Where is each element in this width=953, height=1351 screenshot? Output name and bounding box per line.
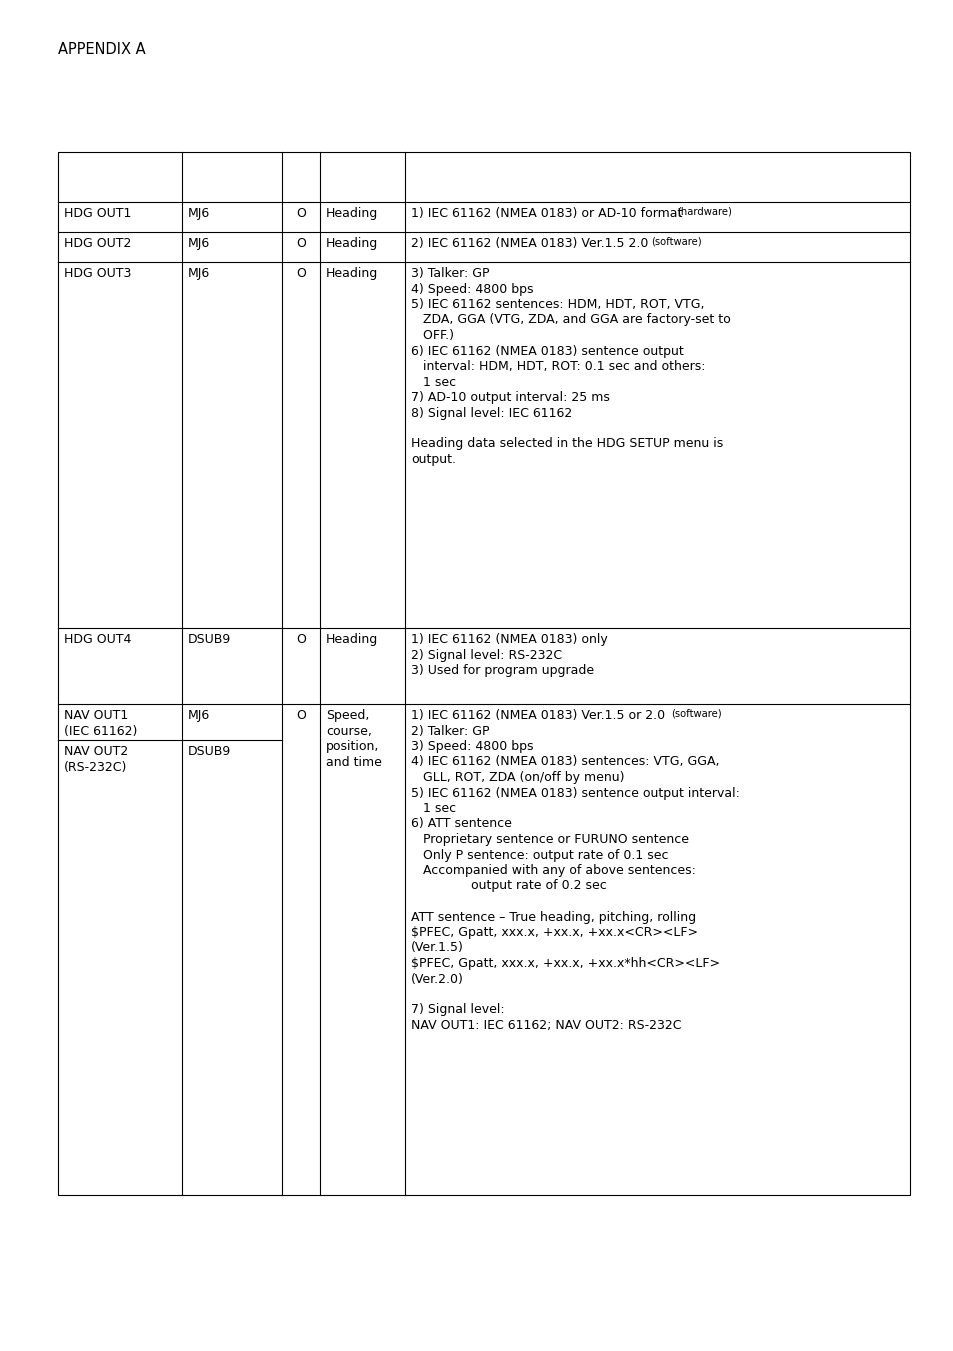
Text: (software): (software): [670, 709, 720, 719]
Text: 1) IEC 61162 (NMEA 0183) or AD-10 format: 1) IEC 61162 (NMEA 0183) or AD-10 format: [411, 207, 685, 220]
Text: 1) IEC 61162 (NMEA 0183) Ver.1.5 or 2.0: 1) IEC 61162 (NMEA 0183) Ver.1.5 or 2.0: [411, 709, 668, 721]
Text: NAV OUT2: NAV OUT2: [64, 744, 128, 758]
Text: Heading: Heading: [326, 267, 377, 280]
Text: 3) Speed: 4800 bps: 3) Speed: 4800 bps: [411, 740, 533, 753]
Text: 3) Used for program upgrade: 3) Used for program upgrade: [411, 663, 594, 677]
Text: (software): (software): [651, 236, 701, 247]
Text: output rate of 0.2 sec: output rate of 0.2 sec: [411, 880, 606, 893]
Text: Heading: Heading: [326, 207, 377, 220]
Text: and time: and time: [326, 755, 381, 769]
Text: ZDA, GGA (VTG, ZDA, and GGA are factory-set to: ZDA, GGA (VTG, ZDA, and GGA are factory-…: [411, 313, 730, 327]
Text: APPENDIX A: APPENDIX A: [58, 42, 146, 57]
Text: $PFEC, Gpatt, xxx.x, +xx.x, +xx.x*hh<CR><LF>: $PFEC, Gpatt, xxx.x, +xx.x, +xx.x*hh<CR>…: [411, 957, 720, 970]
Text: (Ver.1.5): (Ver.1.5): [411, 942, 463, 955]
Text: O: O: [295, 207, 306, 220]
Text: (hardware): (hardware): [677, 207, 732, 218]
Text: 7) AD-10 output interval: 25 ms: 7) AD-10 output interval: 25 ms: [411, 390, 609, 404]
Text: $PFEC, Gpatt, xxx.x, +xx.x, +xx.x<CR><LF>: $PFEC, Gpatt, xxx.x, +xx.x, +xx.x<CR><LF…: [411, 925, 698, 939]
Text: 6) ATT sentence: 6) ATT sentence: [411, 817, 512, 831]
Text: O: O: [295, 634, 306, 646]
Text: NAV OUT1: NAV OUT1: [64, 709, 128, 721]
Text: DSUB9: DSUB9: [188, 744, 231, 758]
Text: O: O: [295, 709, 306, 721]
Text: MJ6: MJ6: [188, 267, 210, 280]
Text: Only P sentence: output rate of 0.1 sec: Only P sentence: output rate of 0.1 sec: [411, 848, 668, 862]
Text: NAV OUT1: IEC 61162; NAV OUT2: RS-232C: NAV OUT1: IEC 61162; NAV OUT2: RS-232C: [411, 1019, 680, 1032]
Text: Heading data selected in the HDG SETUP menu is: Heading data selected in the HDG SETUP m…: [411, 438, 722, 450]
Bar: [58, 153, 909, 1196]
Text: 5) IEC 61162 sentences: HDM, HDT, ROT, VTG,: 5) IEC 61162 sentences: HDM, HDT, ROT, V…: [411, 299, 703, 311]
Text: DSUB9: DSUB9: [188, 634, 231, 646]
Text: ATT sentence – True heading, pitching, rolling: ATT sentence – True heading, pitching, r…: [411, 911, 696, 924]
Text: 3) Talker: GP: 3) Talker: GP: [411, 267, 489, 280]
Text: Accompanied with any of above sentences:: Accompanied with any of above sentences:: [411, 865, 695, 877]
Text: Proprietary sentence or FURUNO sentence: Proprietary sentence or FURUNO sentence: [411, 834, 688, 846]
Text: O: O: [295, 236, 306, 250]
Text: 4) IEC 61162 (NMEA 0183) sentences: VTG, GGA,: 4) IEC 61162 (NMEA 0183) sentences: VTG,…: [411, 755, 719, 769]
Text: position,: position,: [326, 740, 379, 753]
Text: 8) Signal level: IEC 61162: 8) Signal level: IEC 61162: [411, 407, 572, 420]
Text: output.: output.: [411, 453, 456, 466]
Text: OFF.): OFF.): [411, 330, 454, 342]
Text: course,: course,: [326, 724, 372, 738]
Text: GLL, ROT, ZDA (on/off by menu): GLL, ROT, ZDA (on/off by menu): [411, 771, 624, 784]
Text: interval: HDM, HDT, ROT: 0.1 sec and others:: interval: HDM, HDT, ROT: 0.1 sec and oth…: [411, 359, 705, 373]
Text: HDG OUT3: HDG OUT3: [64, 267, 132, 280]
Text: MJ6: MJ6: [188, 207, 210, 220]
Text: MJ6: MJ6: [188, 236, 210, 250]
Text: 2) IEC 61162 (NMEA 0183) Ver.1.5 2.0: 2) IEC 61162 (NMEA 0183) Ver.1.5 2.0: [411, 236, 652, 250]
Text: (RS-232C): (RS-232C): [64, 761, 128, 774]
Text: 6) IEC 61162 (NMEA 0183) sentence output: 6) IEC 61162 (NMEA 0183) sentence output: [411, 345, 683, 358]
Text: 7) Signal level:: 7) Signal level:: [411, 1004, 504, 1016]
Text: Heading: Heading: [326, 236, 377, 250]
Text: HDG OUT1: HDG OUT1: [64, 207, 132, 220]
Text: Heading: Heading: [326, 634, 377, 646]
Text: HDG OUT2: HDG OUT2: [64, 236, 132, 250]
Text: (Ver.2.0): (Ver.2.0): [411, 973, 463, 985]
Text: 2) Signal level: RS-232C: 2) Signal level: RS-232C: [411, 648, 561, 662]
Text: Speed,: Speed,: [326, 709, 369, 721]
Text: (IEC 61162): (IEC 61162): [64, 724, 137, 738]
Text: MJ6: MJ6: [188, 709, 210, 721]
Text: 5) IEC 61162 (NMEA 0183) sentence output interval:: 5) IEC 61162 (NMEA 0183) sentence output…: [411, 786, 740, 800]
Text: 2) Talker: GP: 2) Talker: GP: [411, 724, 489, 738]
Text: HDG OUT4: HDG OUT4: [64, 634, 132, 646]
Text: 1 sec: 1 sec: [411, 802, 456, 815]
Text: 1) IEC 61162 (NMEA 0183) only: 1) IEC 61162 (NMEA 0183) only: [411, 634, 607, 646]
Text: 4) Speed: 4800 bps: 4) Speed: 4800 bps: [411, 282, 533, 296]
Text: 1 sec: 1 sec: [411, 376, 456, 389]
Text: O: O: [295, 267, 306, 280]
